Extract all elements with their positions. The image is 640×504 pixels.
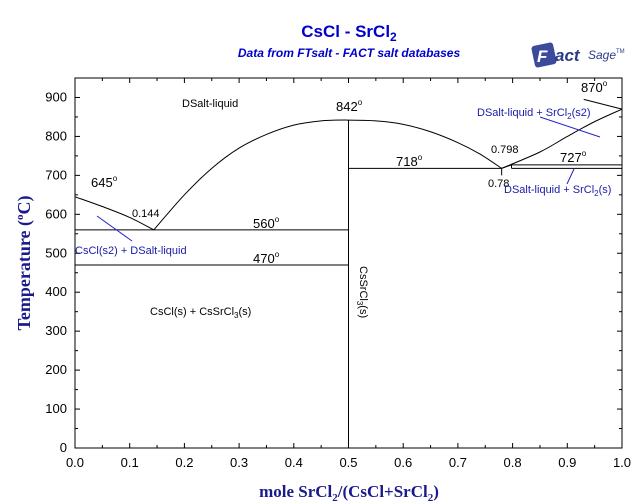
svg-text:Sage: Sage (588, 48, 616, 62)
chart-subtitle: Data from FTsalt - FACT salt databases (238, 46, 461, 60)
svg-text:F: F (537, 47, 548, 66)
y-tick-label: 800 (45, 128, 67, 143)
factsage-logo: F act Sage TM (531, 42, 625, 68)
label-560: 560o (253, 215, 280, 231)
leader-liquid-srcl2-s2 (539, 116, 601, 138)
leader-cscl-liquid (96, 215, 133, 242)
region-cscl-liquid-label: CsCl(s2) + DSalt-liquid (75, 245, 187, 257)
y-tick-label: 0 (60, 440, 67, 455)
phase-boundaries (74, 98, 623, 448)
y-axis: 0 100 200 300 400 500 600 700 800 900 (45, 89, 622, 455)
label-470: 470o (253, 250, 280, 266)
label-727: 727o (560, 149, 587, 165)
y-tick-label: 700 (45, 167, 67, 182)
x-tick-label: 0.3 (230, 455, 248, 470)
region-liquid-label: DSalt-liquid (182, 98, 238, 110)
x-tick-label: 0.5 (339, 455, 357, 470)
label-842: 842o (336, 98, 363, 114)
boundary-liquidus-cscl (74, 196, 154, 231)
region-cscl-cssrcl3-label: CsCl(s) + CsSrCl3(s) (150, 306, 251, 320)
boundary-transition-branch (501, 164, 512, 169)
label-870: 870o (581, 79, 608, 95)
x-tick-label: 1.0 (613, 455, 631, 470)
y-tick-label: 100 (45, 401, 67, 416)
x-tick-label: 0.7 (449, 455, 467, 470)
region-liquid-srcl2-s-label: DSalt-liquid + SrCl2(s) (504, 184, 611, 198)
compound-cssrcl3-label: CsSrCl3(s) (355, 266, 369, 318)
label-x-0144: 0.144 (132, 208, 160, 220)
svg-text:TM: TM (616, 49, 625, 55)
x-tick-label: 0.8 (504, 455, 522, 470)
y-tick-label: 300 (45, 323, 67, 338)
region-liquid-srcl2-s2-label: DSalt-liquid + SrCl2(s2) (477, 107, 591, 121)
leader-liquid-srcl2-s (566, 168, 575, 185)
svg-text:act: act (555, 46, 581, 65)
x-tick-label: 0.2 (175, 455, 193, 470)
x-axis: 0.0 0.1 0.2 0.3 0.4 0.5 0.6 0.7 0.8 0.9 1.0 (66, 78, 631, 470)
label-645: 645o (91, 174, 118, 190)
label-x-0798: 0.798 (491, 144, 519, 156)
boundary-liquidus-cssrcl3 (153, 119, 502, 231)
label-718: 718o (396, 153, 423, 169)
x-tick-label: 0.4 (285, 455, 303, 470)
x-tick-label: 0.6 (394, 455, 412, 470)
y-axis-label: Temperature (oC) (14, 196, 35, 331)
boundary-srcl2-transition-boundary (583, 98, 623, 110)
label-x-078: 0.78 (488, 178, 509, 190)
x-tick-label: 0.9 (558, 455, 576, 470)
y-tick-label: 400 (45, 284, 67, 299)
chart-title: CsCl - SrCl2 (301, 22, 397, 44)
y-tick-label: 900 (45, 89, 67, 104)
y-tick-label: 200 (45, 362, 67, 377)
y-tick-label: 500 (45, 245, 67, 260)
x-tick-label: 0.0 (66, 455, 84, 470)
boundary-liquidus-srcl2 (501, 108, 623, 169)
y-tick-label: 600 (45, 206, 67, 221)
x-axis-label: mole SrCl2/(CsCl+SrCl2) (259, 482, 439, 504)
x-tick-label: 0.1 (121, 455, 139, 470)
